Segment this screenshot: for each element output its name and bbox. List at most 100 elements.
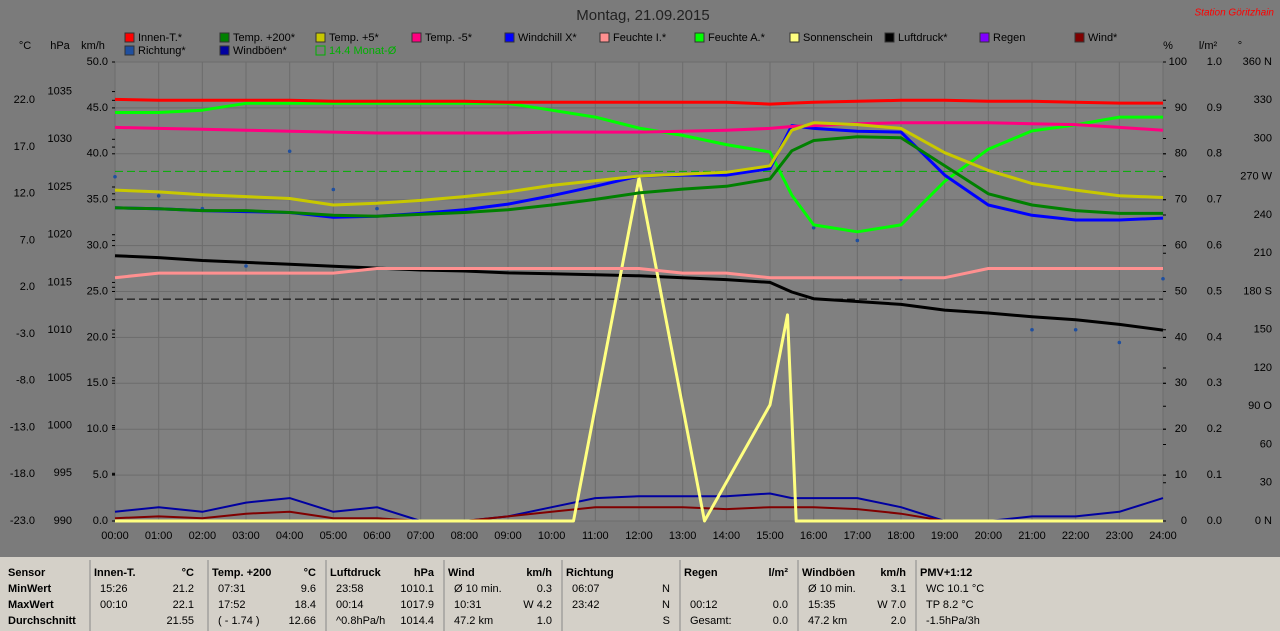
legend-swatch xyxy=(504,32,515,43)
legend-label: Richtung* xyxy=(138,45,186,57)
y-tick-label: 0 xyxy=(1181,515,1187,527)
y-tick-label: 15.0 xyxy=(87,377,108,389)
cell-right: 1014.4 xyxy=(400,615,434,627)
cell-right: 12.66 xyxy=(288,615,316,627)
legend-swatch xyxy=(219,45,230,56)
column-header: Windböen xyxy=(802,567,855,579)
legend-swatch xyxy=(315,32,326,43)
y-tick-label: 0 N xyxy=(1255,515,1272,527)
cell-right: 21.55 xyxy=(166,615,194,627)
direction-dot xyxy=(1117,340,1122,345)
y-tick-label: 0.7 xyxy=(1207,194,1222,206)
x-tick-label: 13:00 xyxy=(669,530,697,542)
cell-right: W 7.0 xyxy=(877,599,906,611)
column-header: Wind xyxy=(448,567,475,579)
x-tick-label: 19:00 xyxy=(931,530,959,542)
cell-left: 17:52 xyxy=(218,599,246,611)
legend-swatch xyxy=(124,45,135,56)
x-tick-label: 08:00 xyxy=(451,530,479,542)
y-tick-label: 0.1 xyxy=(1207,469,1222,481)
x-tick-label: 18:00 xyxy=(887,530,915,542)
y-tick-label: 35.0 xyxy=(87,194,108,206)
chart-title: Montag, 21.09.2015 xyxy=(576,7,709,24)
x-tick-label: 09:00 xyxy=(494,530,522,542)
legend-swatch xyxy=(315,45,326,56)
y-tick-label: -23.0 xyxy=(10,515,35,527)
axis-unit: km/h xyxy=(81,40,105,52)
y-tick-label: 25.0 xyxy=(87,285,108,297)
cell-left: 23:42 xyxy=(572,599,600,611)
cell-right: 22.1 xyxy=(173,599,194,611)
y-tick-label: 0.5 xyxy=(1207,285,1222,297)
column-header: Innen-T. xyxy=(94,567,136,579)
y-tick-label: 7.0 xyxy=(20,234,35,246)
cell-right: 9.6 xyxy=(301,583,316,595)
y-tick-label: 1000 xyxy=(48,419,72,431)
y-tick-label: 22.0 xyxy=(14,94,35,106)
cell-left: 00:10 xyxy=(100,599,128,611)
y-tick-label: 20.0 xyxy=(87,331,108,343)
cell-left: WC 10.1 °C xyxy=(926,583,984,595)
cell-left: 15:35 xyxy=(808,599,836,611)
direction-dot xyxy=(375,206,379,211)
legend-label: Sonnenschein xyxy=(803,32,873,44)
y-tick-label: 0.2 xyxy=(1207,423,1222,435)
y-tick-label: 12.0 xyxy=(14,188,35,200)
y-tick-label: -13.0 xyxy=(10,421,35,433)
direction-dot xyxy=(113,174,117,179)
legend-swatch xyxy=(694,32,705,43)
cell-left: 47.2 km xyxy=(454,615,493,627)
y-tick-label: 30 xyxy=(1260,477,1272,489)
cell-right: 3.1 xyxy=(891,583,906,595)
cell-left: TP 8.2 °C xyxy=(926,599,974,611)
y-tick-label: 210 xyxy=(1254,247,1272,259)
legend-swatch xyxy=(411,32,422,43)
y-tick-label: 0.4 xyxy=(1207,331,1222,343)
cell-left: Ø 10 min. xyxy=(808,583,856,595)
y-tick-label: 1010 xyxy=(48,324,72,336)
legend-swatch xyxy=(219,32,230,43)
x-tick-label: 01:00 xyxy=(145,530,173,542)
x-tick-label: 20:00 xyxy=(975,530,1003,542)
axis-unit: l/m² xyxy=(1199,40,1218,52)
y-tick-label: 0.6 xyxy=(1207,240,1222,252)
cell-right: 1010.1 xyxy=(400,583,434,595)
y-tick-label: 0.0 xyxy=(93,515,108,527)
cell-right: 0.3 xyxy=(537,583,552,595)
series-line xyxy=(114,97,1163,106)
x-tick-label: 24:00 xyxy=(1149,530,1177,542)
column-unit: km/h xyxy=(880,567,906,579)
legend-label: Feuchte A.* xyxy=(708,32,766,44)
legend-label: Temp. +5* xyxy=(329,32,380,44)
y-tick-label: 240 xyxy=(1254,209,1272,221)
legend-label: Temp. -5* xyxy=(425,32,473,44)
cell-right: N xyxy=(662,599,670,611)
cell-left: ( - 1.74 ) xyxy=(218,615,260,627)
y-tick-label: 0.9 xyxy=(1207,102,1222,114)
cell-left: ^0.8hPa/h xyxy=(336,615,385,627)
column-unit: l/m² xyxy=(768,567,788,579)
y-tick-label: 50 xyxy=(1175,285,1187,297)
y-tick-label: 1015 xyxy=(48,276,72,288)
y-tick-label: 300 xyxy=(1254,132,1272,144)
y-tick-label: 1.0 xyxy=(1207,56,1222,68)
column-header: Temp. +200 xyxy=(212,567,271,579)
y-tick-label: 270 W xyxy=(1240,171,1272,183)
y-tick-label: 330 xyxy=(1254,94,1272,106)
y-tick-label: 10 xyxy=(1175,469,1187,481)
y-tick-label: 30.0 xyxy=(87,240,108,252)
legend-label: Feuchte I.* xyxy=(613,32,667,44)
x-tick-label: 03:00 xyxy=(232,530,260,542)
cell-right: 0.0 xyxy=(773,615,788,627)
cell-right: N xyxy=(662,583,670,595)
x-tick-label: 21:00 xyxy=(1018,530,1046,542)
y-tick-label: 0.8 xyxy=(1207,148,1222,160)
y-tick-label: 180 S xyxy=(1243,285,1272,297)
y-tick-label: 90 xyxy=(1175,102,1187,114)
y-tick-label: 995 xyxy=(54,467,72,479)
column-header: Regen xyxy=(684,567,718,579)
column-unit: °C xyxy=(182,567,194,579)
y-tick-label: 45.0 xyxy=(87,102,108,114)
